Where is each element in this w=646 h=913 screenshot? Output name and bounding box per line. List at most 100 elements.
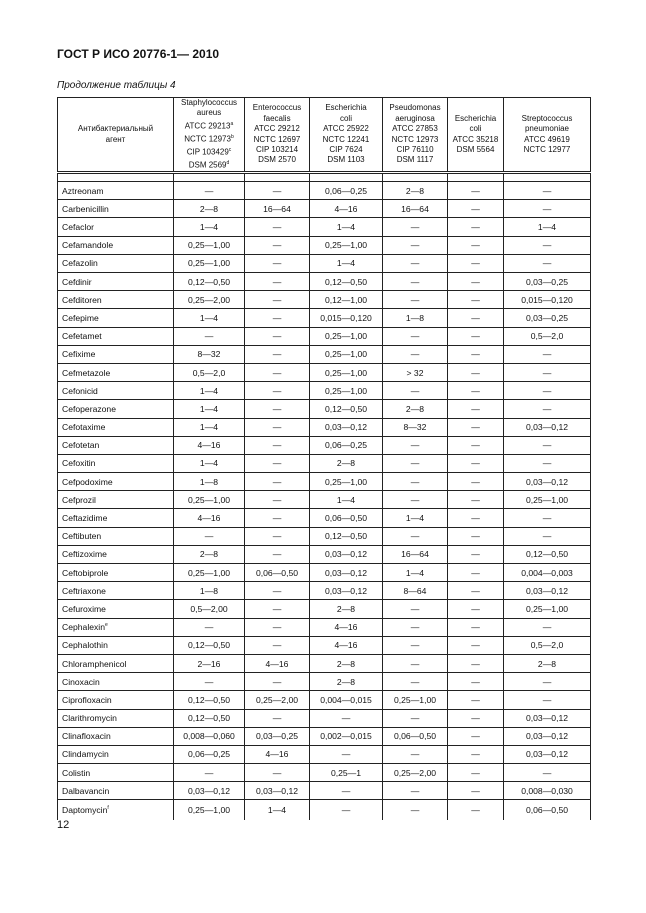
mic-range-cell: —	[447, 253, 504, 273]
mic-range-cell: 2—8	[382, 399, 448, 418]
mic-range-cell: —	[447, 690, 504, 709]
table-row: Ceftazidime 4—16—0,06—0,50 1—4— —	[57, 508, 591, 528]
agent-name: Cefprozil	[62, 494, 96, 505]
header-line: ATCC 27853	[392, 124, 438, 134]
header-line: Escherichia	[325, 103, 367, 113]
antibacterial-table: Антибактериальный агент Staphylococcus aur…	[57, 96, 591, 821]
mic-range-cell: 1—8	[173, 472, 245, 491]
mic-range-cell: 0,03—0,25	[244, 726, 310, 746]
mic-range-cell: 0,03—0,12	[309, 562, 383, 582]
mic-range-cell: —	[244, 763, 310, 782]
header-line: Антибактериальный	[77, 124, 154, 134]
mic-range-cell: 1—4	[309, 217, 383, 237]
mic-range-cell: —	[309, 799, 383, 821]
mic-range-cell: 0,25—1,00	[503, 490, 591, 509]
mic-range-cell: —	[244, 599, 310, 619]
table-row: Cefamandole 0,25—1,00—0,25—1,00— — —	[57, 235, 591, 255]
mic-range-cell: —	[173, 526, 245, 546]
agent-name: Ciprofloxacin	[62, 694, 112, 705]
mic-range-cell: —	[447, 344, 504, 364]
mic-range-cell: —	[382, 653, 448, 673]
mic-range-cell: —	[503, 763, 591, 782]
agent-name: Cefpodoxime	[62, 476, 113, 487]
mic-range-cell: 0,06—0,25	[309, 181, 383, 200]
mic-range-cell: —	[503, 235, 591, 255]
agent-name: Cefotaxime	[62, 422, 106, 433]
mic-range-cell: 16—64	[382, 199, 448, 218]
mic-range-cell: —	[382, 599, 448, 619]
mic-range-cell: —	[244, 308, 310, 328]
page-number: 12	[57, 819, 70, 831]
mic-range-cell: > 32	[382, 362, 448, 382]
agent-name: Cefazolin	[62, 258, 98, 269]
agent-name: Colistin	[62, 767, 91, 778]
agent-name: Clindamycin	[62, 749, 109, 760]
mic-range-cell: 0,25—1,00	[309, 235, 383, 255]
mic-range-cell: 4—16	[244, 744, 310, 764]
mic-range-cell: —	[447, 544, 504, 564]
mic-range-cell: 0,25—1,00	[173, 253, 245, 273]
mic-range-cell: —	[244, 399, 310, 418]
mic-range-cell: —	[447, 290, 504, 309]
footnote-mark: a	[230, 120, 234, 127]
agent-name: Clarithromycin	[62, 713, 117, 724]
mic-range-cell: 1—4	[173, 453, 245, 473]
agent-name-cell: Ceftobiprole	[57, 562, 174, 582]
agent-name: Aztreonam	[62, 185, 104, 196]
mic-range-cell: 0,25—1,00	[309, 472, 383, 491]
mic-range-cell: 4—16	[244, 653, 310, 673]
mic-range-cell: —	[447, 472, 504, 491]
mic-range-cell: —	[503, 690, 591, 709]
mic-range-cell: —	[382, 744, 448, 764]
mic-range-cell: 0,25—1,00	[503, 599, 591, 619]
mic-range-cell: —	[503, 381, 591, 400]
mic-range-cell: 1—4	[382, 508, 448, 528]
table-row: Daptomycinf 0,25—1,00 1—4— — —0,06—0,50	[57, 799, 591, 821]
mic-range-cell: 8—32	[173, 344, 245, 364]
mic-range-cell: 4—16	[173, 508, 245, 528]
mic-range-cell: —	[447, 744, 504, 764]
table-row: Cefazolin 0,25—1,00—1—4— — —	[57, 253, 591, 273]
agent-name: Cephalothin	[62, 640, 108, 651]
mic-range-cell: 0,12—0,50	[173, 635, 245, 655]
table-row: Cephalothin 0,12—0,50—4—16— —0,5—2,0	[57, 635, 591, 655]
header-line: NCTC 12973	[391, 134, 439, 144]
agent-name-cell: Cephalexine	[57, 617, 174, 637]
agent-name: Ceftazidime	[62, 513, 108, 524]
mic-range-cell: —	[447, 381, 504, 400]
mic-range-cell: —	[503, 526, 591, 546]
mic-range-cell: —	[447, 635, 504, 655]
header-line: Enterococcus	[252, 103, 302, 113]
mic-range-cell: 2—8	[309, 653, 383, 673]
column-header-strain: Pseudomonas aeruginosa ATCC 27853 NCTC 1297…	[382, 96, 448, 174]
mic-range-cell: 1—4	[309, 253, 383, 273]
table-row: Cefprozil 0,25—1,00—1—4— —0,25—1,00	[57, 490, 591, 509]
agent-name: Cephalexin	[62, 622, 105, 633]
table-row: Ceftibuten — —0,12—0,50— — —	[57, 526, 591, 546]
header-line: DSM 2569	[188, 160, 227, 170]
mic-range-cell: 0,25—1,00	[309, 362, 383, 382]
agent-name-cell: Cefazolin	[57, 253, 174, 273]
mic-range-cell: —	[382, 253, 448, 273]
header-line: ATCC 25922	[323, 124, 369, 134]
mic-range-cell: 0,008—0,030	[503, 781, 591, 800]
mic-range-cell: 1—4	[173, 399, 245, 418]
mic-range-cell: 0,25—2,00	[382, 763, 448, 782]
mic-range-cell: 0,03—0,12	[309, 417, 383, 437]
mic-range-cell: 0,03—0,12	[503, 581, 591, 600]
mic-range-cell: —	[382, 290, 448, 309]
mic-range-cell: 0,015—0,120	[503, 290, 591, 309]
table-row: Cefepime 1—4—0,015—0,120 1—8—0,03—0,25	[57, 308, 591, 328]
header-line: Staphylococcus	[180, 98, 238, 107]
agent-name-cell: Colistin	[57, 763, 174, 782]
agent-name: Cefditoren	[62, 294, 102, 305]
mic-range-cell: —	[447, 435, 504, 455]
agent-name-cell: Clinafloxacin	[57, 726, 174, 746]
mic-range-cell: 8—32	[382, 417, 448, 437]
table-row: Cephalexine — —4—16— — —	[57, 617, 591, 637]
column-header-strain: Staphylococcus aureus ATCC 29213a NCTC 1297…	[173, 96, 245, 174]
mic-range-cell: —	[447, 181, 504, 200]
mic-range-cell: 0,5—2,0	[503, 635, 591, 655]
agent-name-cell: Cefotetan	[57, 435, 174, 455]
mic-range-cell: —	[244, 381, 310, 400]
